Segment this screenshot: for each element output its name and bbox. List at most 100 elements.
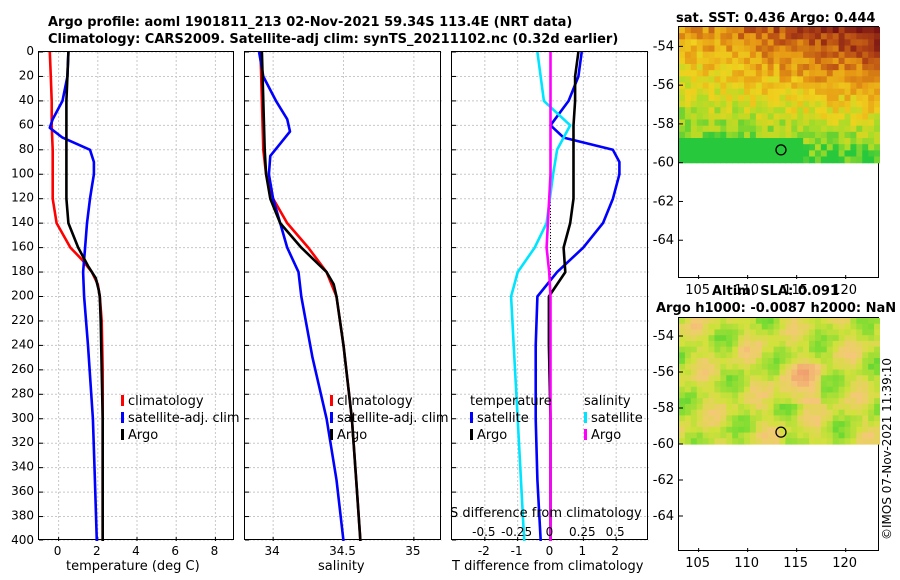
map-cell xyxy=(814,131,822,139)
map-cell xyxy=(803,432,810,439)
map-cell xyxy=(850,409,857,416)
map-cell xyxy=(862,88,869,96)
map-cell xyxy=(803,82,810,90)
map-cell xyxy=(850,415,857,422)
map-cell xyxy=(696,409,704,416)
map-cell xyxy=(826,415,834,422)
map-cell xyxy=(791,363,798,371)
map-cell xyxy=(696,45,704,53)
map-cell xyxy=(814,156,822,164)
map-x-tick-label: 110 xyxy=(734,556,759,571)
map-cell xyxy=(832,64,840,71)
map-cell xyxy=(696,150,704,158)
map-cell xyxy=(749,375,757,382)
map-cell xyxy=(767,33,775,40)
map-cell xyxy=(738,138,745,145)
map-cell xyxy=(874,421,880,428)
map-cell xyxy=(791,51,798,59)
map-cell xyxy=(797,138,804,145)
map-cell xyxy=(874,119,880,127)
map-cell xyxy=(684,70,692,77)
map-cell xyxy=(785,39,792,47)
map-cell xyxy=(696,386,704,394)
map-cell xyxy=(708,323,716,331)
map-cell xyxy=(773,57,781,65)
map-cell xyxy=(690,392,698,399)
map-cell xyxy=(690,39,698,47)
map-cell xyxy=(791,381,798,388)
map-cell xyxy=(714,101,721,108)
map-cell xyxy=(797,318,804,325)
map-cell xyxy=(761,323,769,331)
map-cell xyxy=(749,398,757,405)
map-cell xyxy=(874,27,880,34)
map-cell xyxy=(714,150,721,158)
map-cell xyxy=(696,51,704,59)
map-cell xyxy=(732,352,739,359)
map-cell xyxy=(749,107,757,114)
map-cell xyxy=(684,119,692,127)
map-cell xyxy=(874,64,880,71)
map-cell xyxy=(791,144,798,151)
map-cell xyxy=(844,403,852,411)
map-cell xyxy=(874,381,880,388)
map-cell xyxy=(826,125,834,133)
map-cell xyxy=(868,403,875,411)
map-cell xyxy=(779,113,787,121)
map-cell xyxy=(696,113,704,121)
map-cell xyxy=(684,329,692,336)
map-cell xyxy=(809,107,816,114)
map-cell xyxy=(874,39,880,47)
map-cell xyxy=(868,438,875,445)
map-cell xyxy=(874,113,880,121)
map-cell xyxy=(797,358,804,365)
map-cell xyxy=(696,64,704,71)
map-cell xyxy=(826,138,834,145)
map-cell xyxy=(797,39,804,47)
sla-map xyxy=(678,317,880,552)
map-cell xyxy=(838,375,846,382)
map-cell xyxy=(749,88,757,96)
map-cell xyxy=(761,144,769,151)
map-cell xyxy=(679,363,686,371)
map-cell xyxy=(820,33,828,40)
map-cell xyxy=(785,363,792,371)
map-cell xyxy=(744,346,751,353)
map-cell xyxy=(702,363,710,371)
map-cell xyxy=(779,392,787,399)
map-cell xyxy=(874,82,880,90)
map-cell xyxy=(714,125,721,133)
map-cell xyxy=(761,131,769,139)
map-cell xyxy=(868,94,875,102)
map-cell xyxy=(874,438,880,445)
map-cell xyxy=(785,375,792,382)
legend-argo-sal: Argo xyxy=(330,427,449,444)
map-cell xyxy=(761,363,769,371)
map-cell xyxy=(797,398,804,405)
map-cell xyxy=(814,363,822,371)
map-cell xyxy=(726,398,733,405)
map-cell xyxy=(844,438,852,445)
map-cell xyxy=(809,329,816,336)
map-cell xyxy=(791,392,798,399)
map-cell xyxy=(773,51,781,59)
map-cell xyxy=(755,138,763,145)
map-cell xyxy=(785,138,792,145)
map-cell xyxy=(832,409,840,416)
map-cell xyxy=(744,70,751,77)
map-cell xyxy=(826,318,834,325)
map-cell xyxy=(856,76,863,84)
map-cell xyxy=(690,438,698,445)
map-cell xyxy=(690,76,698,84)
map-cell xyxy=(708,156,716,164)
map-cell xyxy=(779,27,787,34)
map-cell xyxy=(749,386,757,394)
map-cell xyxy=(755,352,763,359)
map-cell xyxy=(809,45,816,53)
map-cell xyxy=(744,27,751,34)
map-cell xyxy=(797,45,804,53)
map-cell xyxy=(738,101,745,108)
map-cell xyxy=(679,45,686,53)
map-cell xyxy=(708,426,716,434)
map-cell xyxy=(690,57,698,65)
